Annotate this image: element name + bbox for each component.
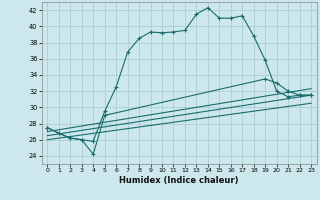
X-axis label: Humidex (Indice chaleur): Humidex (Indice chaleur) [119,176,239,185]
